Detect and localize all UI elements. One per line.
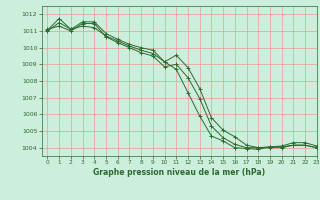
X-axis label: Graphe pression niveau de la mer (hPa): Graphe pression niveau de la mer (hPa) bbox=[93, 168, 265, 177]
